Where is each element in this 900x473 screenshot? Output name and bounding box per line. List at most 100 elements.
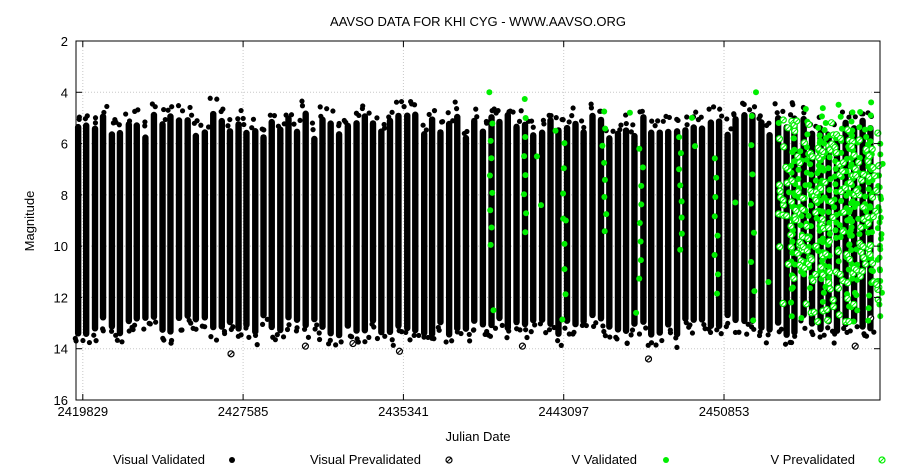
visual-validated-point (272, 337, 278, 343)
v-validated-point (854, 307, 861, 314)
v-validated-point (713, 174, 720, 181)
visual-validated-point (747, 107, 753, 113)
visual-validated-cycle (378, 128, 385, 336)
visual-validated-cycle (715, 118, 723, 330)
visual-validated-cycle (277, 126, 284, 334)
v-validated-point (538, 202, 545, 209)
v-validated-point (863, 134, 870, 141)
visual-validated-point (426, 111, 432, 118)
visual-validated-point (731, 111, 737, 117)
v-prevalidated-hatch (861, 255, 867, 261)
v-validated-point (677, 182, 684, 189)
v-validated-point (486, 89, 493, 96)
v-validated-point (797, 222, 804, 229)
v-validated-point (849, 109, 856, 116)
v-validated-point (797, 148, 804, 155)
v-prevalidated-hatch (854, 267, 859, 273)
v-prevalidated-hatch (797, 160, 803, 166)
v-validated-point (795, 176, 802, 183)
visual-validated-point (316, 336, 323, 343)
v-prevalidated-hatch (793, 217, 799, 223)
visual-validated-point (467, 338, 473, 344)
v-prevalidated-hatch (824, 307, 830, 312)
v-validated-point (560, 190, 567, 197)
v-prevalidated-hatch (813, 272, 818, 277)
v-prevalidated-hatch (875, 130, 881, 136)
visual-validated-cycle (622, 127, 630, 334)
visual-validated-cycle (218, 117, 225, 330)
visual-validated-point (724, 116, 730, 122)
visual-validated-point (506, 328, 512, 334)
v-prevalidated-hatch (847, 257, 852, 262)
v-validated-point (489, 120, 496, 127)
visual-validated-point (517, 327, 523, 333)
visual-validated-point (652, 123, 658, 129)
v-prevalidated-hatch (858, 225, 864, 230)
v-validated-point (832, 227, 839, 234)
visual-prevalidated-hatch (350, 341, 356, 346)
visual-validated-point (254, 342, 260, 348)
v-validated-point (711, 251, 718, 258)
v-prevalidated-hatch (784, 213, 790, 219)
visual-validated-point (310, 127, 316, 133)
v-validated-point (866, 292, 873, 299)
v-prevalidated-hatch (873, 208, 879, 214)
visual-validated-point (546, 327, 553, 333)
v-validated-point (688, 114, 695, 121)
visual-validated-point (719, 113, 725, 119)
visual-validated-point (421, 334, 427, 340)
v-validated-point (523, 210, 530, 217)
legend: Visual Validated Visual Prevalidated V V… (113, 452, 886, 467)
visual-validated-point (610, 128, 616, 134)
v-prevalidated-hatch (861, 171, 866, 177)
v-validated-point (800, 271, 807, 278)
visual-validated-point (318, 113, 324, 119)
visual-validated-cycle (82, 122, 90, 337)
visual-validated-point (607, 334, 613, 340)
v-prevalidated-hatch (830, 297, 836, 303)
visual-validated-cycle (159, 121, 166, 333)
visual-validated-point (227, 116, 233, 123)
v-prevalidated-hatch (866, 153, 872, 159)
v-prevalidated-hatch (788, 244, 794, 250)
y-tick-label: 14 (54, 342, 68, 357)
visual-validated-cycle (226, 128, 234, 326)
visual-validated-cycle (99, 113, 107, 321)
v-validated-point (678, 198, 685, 205)
v-validated-point (795, 166, 802, 173)
v-validated-point (601, 176, 608, 183)
legend-label-v-validated: V Validated (571, 452, 637, 467)
visual-validated-cycle (142, 134, 149, 321)
v-validated-point (748, 142, 755, 149)
v-prevalidated-hatch (834, 132, 839, 138)
visual-validated-point (91, 332, 97, 338)
v-prevalidated-hatch (815, 319, 821, 324)
visual-validated-point (449, 338, 455, 344)
visual-validated-point (443, 339, 449, 345)
visual-validated-point (645, 342, 651, 348)
visual-validated-point (693, 109, 699, 115)
visual-validated-point (600, 323, 606, 329)
v-validated-point (848, 246, 855, 253)
v-validated-point (825, 165, 832, 172)
visual-validated-point (566, 119, 572, 125)
v-prevalidated-hatch (789, 178, 795, 184)
v-prevalidated-hatch (792, 128, 798, 134)
v-validated-point (676, 166, 683, 173)
v-prevalidated-hatch (849, 144, 855, 149)
v-prevalidated-hatch (795, 189, 801, 195)
visual-validated-point (104, 103, 110, 110)
v-validated-point (522, 172, 529, 179)
visual-validated-cycle (589, 112, 596, 319)
visual-validated-cycle (732, 116, 739, 324)
v-validated-point (559, 316, 566, 323)
v-prevalidated-hatch (805, 236, 811, 241)
visual-validated-point (336, 120, 342, 127)
v-prevalidated-hatch (823, 251, 829, 257)
visual-validated-point (546, 112, 552, 118)
v-validated-point (636, 275, 643, 282)
visual-validated-point (431, 336, 437, 342)
chart-title: AAVSO DATA FOR KHI CYG - WWW.AAVSO.ORG (330, 14, 626, 29)
v-prevalidated-hatch (863, 261, 868, 267)
v-validated-point (748, 258, 755, 265)
